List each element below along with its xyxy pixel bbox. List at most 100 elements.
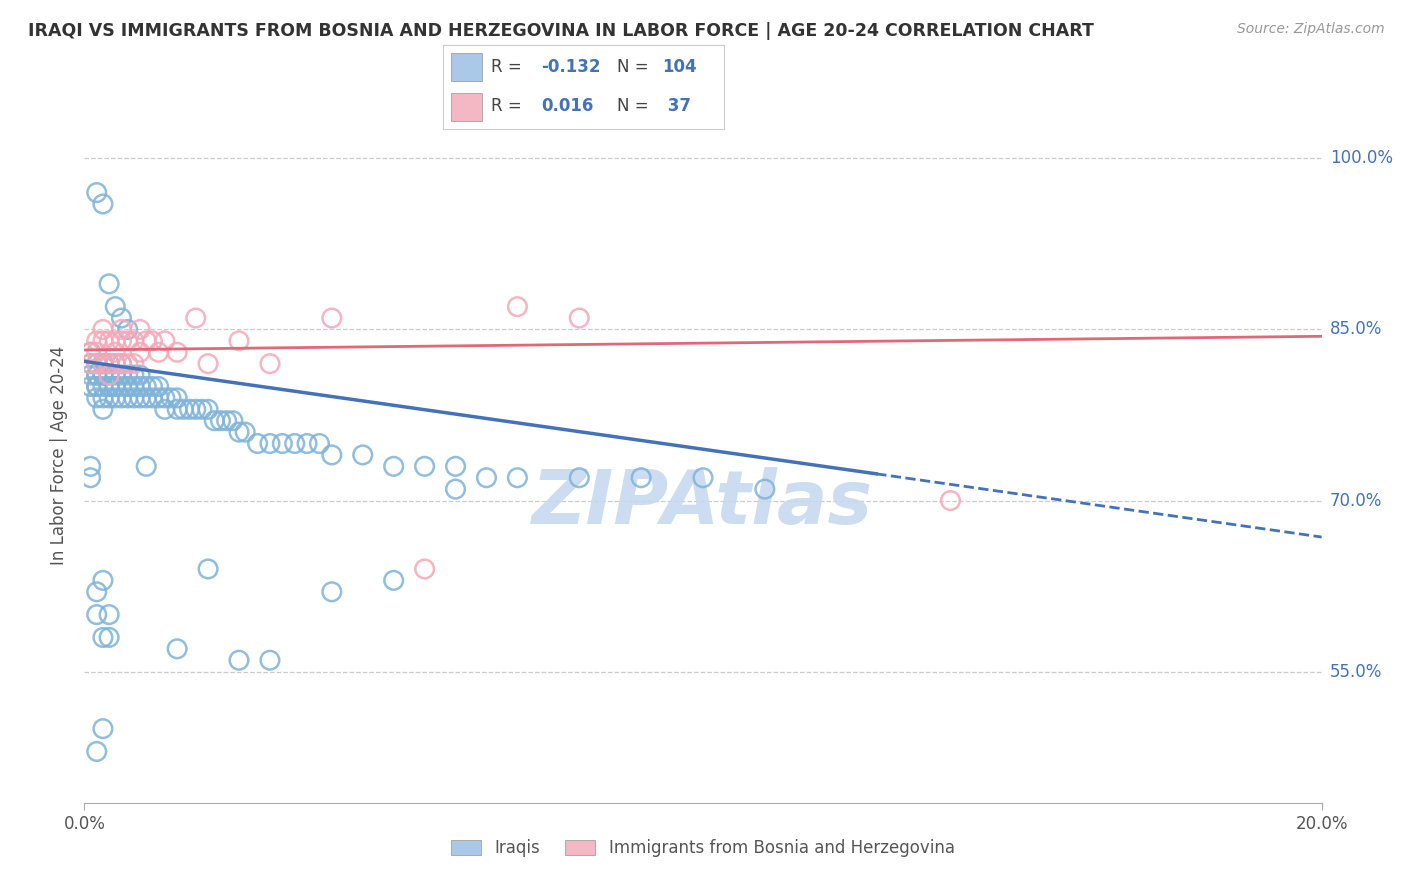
Point <box>104 357 127 371</box>
Point <box>444 459 467 474</box>
Point <box>122 334 145 348</box>
Point <box>197 402 219 417</box>
Point <box>166 402 188 417</box>
Point <box>506 471 529 485</box>
Point <box>91 357 114 371</box>
Legend: Iraqis, Immigrants from Bosnia and Herzegovina: Iraqis, Immigrants from Bosnia and Herze… <box>444 833 962 864</box>
Point <box>153 334 176 348</box>
Point <box>98 391 121 405</box>
Point <box>98 631 121 645</box>
Y-axis label: In Labor Force | Age 20-24: In Labor Force | Age 20-24 <box>51 345 69 565</box>
Point <box>153 402 176 417</box>
Point <box>98 277 121 291</box>
Point <box>104 334 127 348</box>
Point <box>79 345 101 359</box>
Point <box>129 345 152 359</box>
Point <box>179 402 201 417</box>
Point <box>284 436 307 450</box>
Point <box>110 311 132 326</box>
Point <box>259 653 281 667</box>
Point <box>79 357 101 371</box>
Point <box>122 357 145 371</box>
Point <box>91 357 114 371</box>
Point <box>117 357 139 371</box>
Point <box>692 471 714 485</box>
Point <box>321 584 343 599</box>
Point <box>271 436 294 450</box>
Point <box>135 379 157 393</box>
Point <box>79 471 101 485</box>
Point <box>86 334 108 348</box>
Point <box>413 459 436 474</box>
Point <box>135 459 157 474</box>
Point <box>86 345 108 359</box>
Point <box>91 322 114 336</box>
Point <box>166 641 188 656</box>
Text: 104: 104 <box>662 59 697 77</box>
Point <box>91 722 114 736</box>
Point <box>91 334 114 348</box>
Text: N =: N = <box>617 97 648 115</box>
Point <box>104 300 127 314</box>
Point <box>91 379 114 393</box>
Point <box>184 311 207 326</box>
Point <box>104 379 127 393</box>
Point <box>129 368 152 382</box>
Point <box>91 631 114 645</box>
Point <box>148 391 170 405</box>
Point <box>160 391 183 405</box>
Point <box>98 368 121 382</box>
Point <box>141 334 163 348</box>
Point <box>98 368 121 382</box>
Point <box>197 562 219 576</box>
Point <box>202 414 225 428</box>
Point <box>98 379 121 393</box>
Point <box>148 379 170 393</box>
Point <box>754 482 776 496</box>
Text: 100.0%: 100.0% <box>1330 149 1393 168</box>
Point <box>129 391 152 405</box>
Point <box>98 334 121 348</box>
Point <box>86 357 108 371</box>
Point <box>191 402 214 417</box>
Point <box>382 459 405 474</box>
Point <box>86 391 108 405</box>
Text: Source: ZipAtlas.com: Source: ZipAtlas.com <box>1237 22 1385 37</box>
Point <box>321 448 343 462</box>
Point <box>413 562 436 576</box>
Point <box>568 471 591 485</box>
Point <box>222 414 245 428</box>
Point <box>117 334 139 348</box>
Point <box>117 379 139 393</box>
Text: R =: R = <box>491 97 522 115</box>
Point <box>228 334 250 348</box>
Point <box>246 436 269 450</box>
Point <box>110 368 132 382</box>
Point <box>79 357 101 371</box>
Text: 55.0%: 55.0% <box>1330 663 1382 681</box>
Point <box>86 379 108 393</box>
Point <box>233 425 256 439</box>
Point <box>475 471 498 485</box>
Point <box>166 391 188 405</box>
Point <box>630 471 652 485</box>
Point <box>135 334 157 348</box>
Point <box>104 357 127 371</box>
FancyBboxPatch shape <box>451 54 482 81</box>
Point <box>86 379 108 393</box>
Point <box>98 379 121 393</box>
Point <box>110 379 132 393</box>
Point <box>308 436 330 450</box>
Point <box>91 402 114 417</box>
Point <box>117 379 139 393</box>
Point <box>104 391 127 405</box>
Text: 70.0%: 70.0% <box>1330 491 1382 509</box>
Point <box>98 607 121 622</box>
Point <box>939 493 962 508</box>
Point <box>79 345 101 359</box>
Point <box>321 311 343 326</box>
Point <box>135 391 157 405</box>
Point <box>184 402 207 417</box>
Point <box>110 357 132 371</box>
Text: 85.0%: 85.0% <box>1330 320 1382 338</box>
